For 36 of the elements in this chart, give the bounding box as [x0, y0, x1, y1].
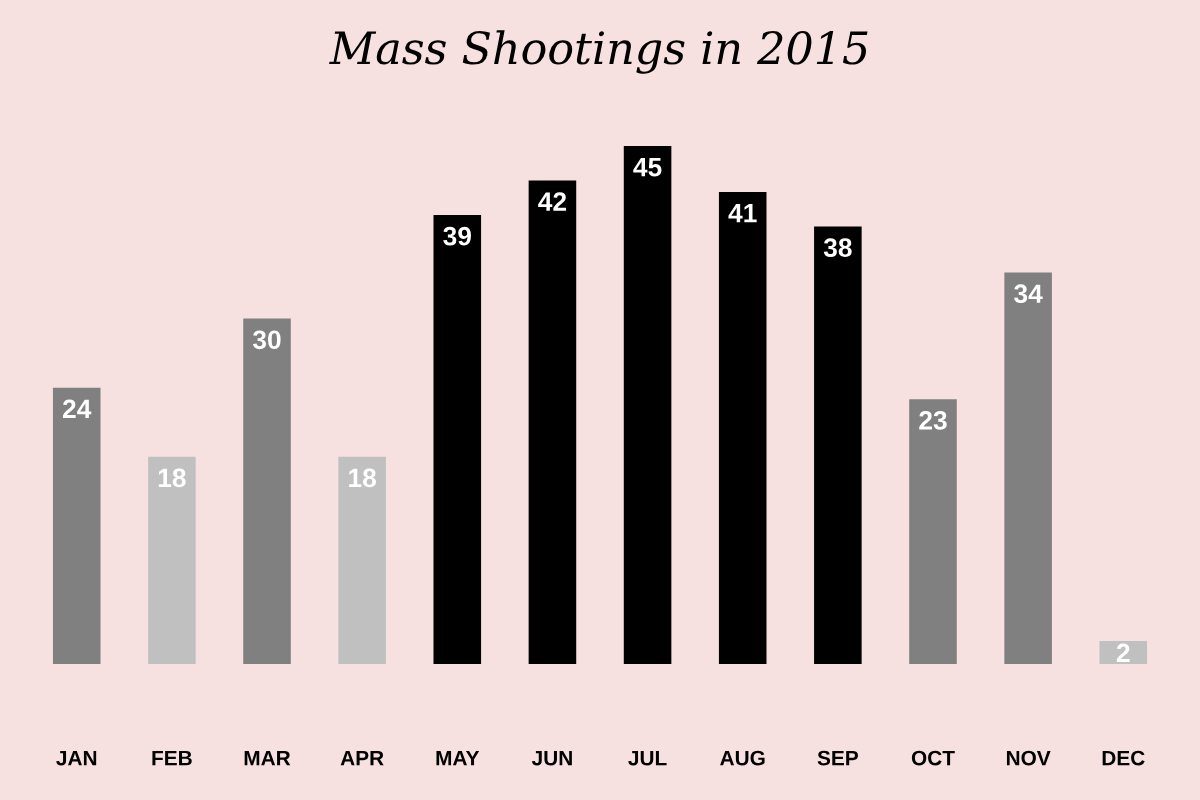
x-tick-label: APR — [340, 750, 384, 766]
data-label: 24 — [62, 399, 92, 418]
x-tick-label: SEP — [817, 750, 858, 766]
x-tick-label: FEB — [152, 750, 192, 766]
x-tick-label: OCT — [911, 750, 955, 766]
data-label: 41 — [728, 204, 757, 223]
data-label: 38 — [823, 238, 852, 258]
bar — [338, 456, 386, 664]
data-label: 42 — [538, 192, 567, 211]
x-tick-label: JUL — [628, 750, 667, 766]
x-tick-label: MAY — [436, 750, 480, 766]
data-label: 30 — [252, 330, 281, 350]
bar — [528, 180, 577, 664]
data-label: 18 — [158, 468, 186, 488]
x-tick-label: AUG — [720, 750, 765, 766]
bar — [243, 318, 291, 664]
bar — [909, 399, 957, 664]
data-label: 18 — [349, 468, 377, 488]
bar — [148, 456, 196, 664]
data-label: 39 — [443, 226, 471, 246]
x-tick-label: NOV — [1006, 750, 1051, 766]
bar — [52, 387, 101, 664]
bar — [433, 214, 482, 664]
x-tick-label: DEC — [1102, 750, 1145, 766]
data-label: 34 — [1014, 284, 1043, 304]
bar — [1004, 272, 1052, 664]
bar — [718, 191, 767, 664]
x-tick-label: JUN — [531, 750, 572, 766]
x-tick-label: JAN — [56, 750, 97, 766]
bar — [623, 145, 672, 664]
bar — [814, 226, 862, 664]
data-label: 2 — [1116, 643, 1130, 663]
chart-title: Mass Shootings in 2015 — [329, 30, 868, 74]
data-label: 45 — [633, 157, 662, 177]
x-tick-label: MAR — [244, 750, 291, 766]
data-label: 23 — [919, 411, 947, 430]
